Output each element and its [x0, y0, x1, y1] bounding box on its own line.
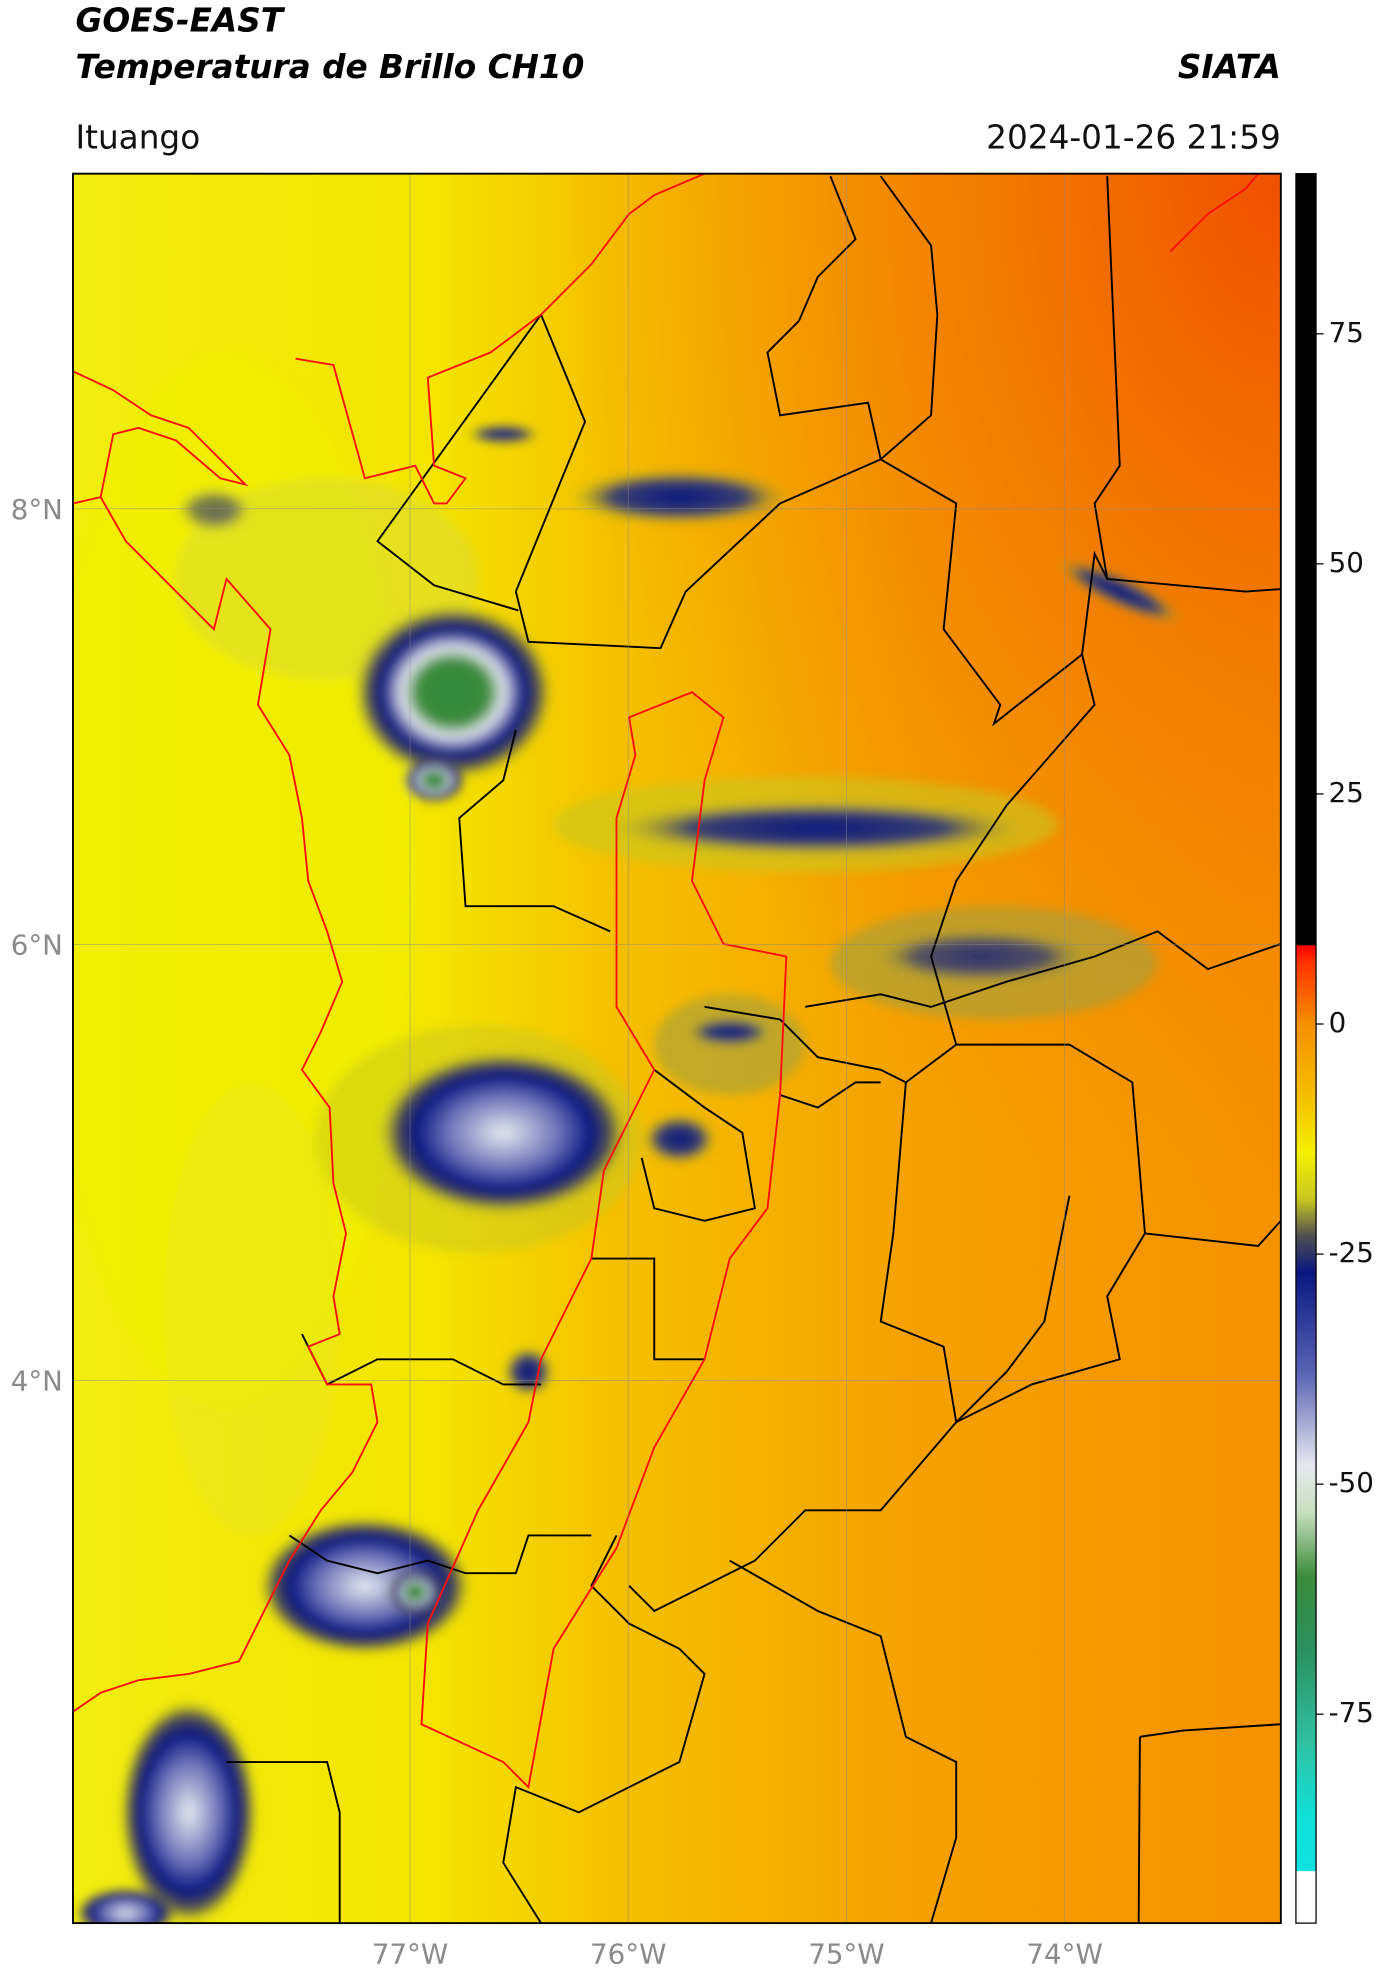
x-tick-label: 77°W	[372, 1937, 448, 1970]
title-line-2: Temperatura de Brillo CH10	[75, 48, 584, 86]
y-tick-label: 8°N	[11, 493, 63, 526]
title-line-1: GOES-EAST	[75, 1, 285, 39]
organization: SIATA	[1178, 48, 1281, 86]
graticule	[72, 173, 1281, 1924]
colorbar-tick-label: -50	[1329, 1466, 1374, 1499]
map-image	[72, 173, 1281, 1924]
y-tick-label: 6°N	[11, 929, 63, 962]
colorbar	[1295, 173, 1317, 1924]
x-tick-label: 75°W	[808, 1937, 884, 1970]
y-tick-label: 4°N	[11, 1364, 63, 1397]
datetime: 2024-01-26 21:59	[986, 119, 1281, 157]
colorbar-tick-label: 25	[1329, 776, 1364, 809]
colorbar-tick-label: 50	[1329, 546, 1364, 579]
location: Ituango	[75, 119, 200, 157]
colorbar-tick-label: -25	[1329, 1236, 1374, 1269]
colorbar-tick-label: -75	[1329, 1696, 1374, 1729]
colorbar-tick-label: 0	[1329, 1006, 1347, 1039]
x-tick-label: 74°W	[1026, 1937, 1102, 1970]
x-tick-label: 76°W	[590, 1937, 666, 1970]
colorbar-tick-label: 75	[1329, 316, 1364, 349]
map-frame	[72, 172, 1282, 1925]
